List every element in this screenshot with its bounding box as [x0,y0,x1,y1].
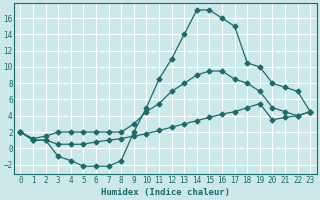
X-axis label: Humidex (Indice chaleur): Humidex (Indice chaleur) [101,188,230,197]
